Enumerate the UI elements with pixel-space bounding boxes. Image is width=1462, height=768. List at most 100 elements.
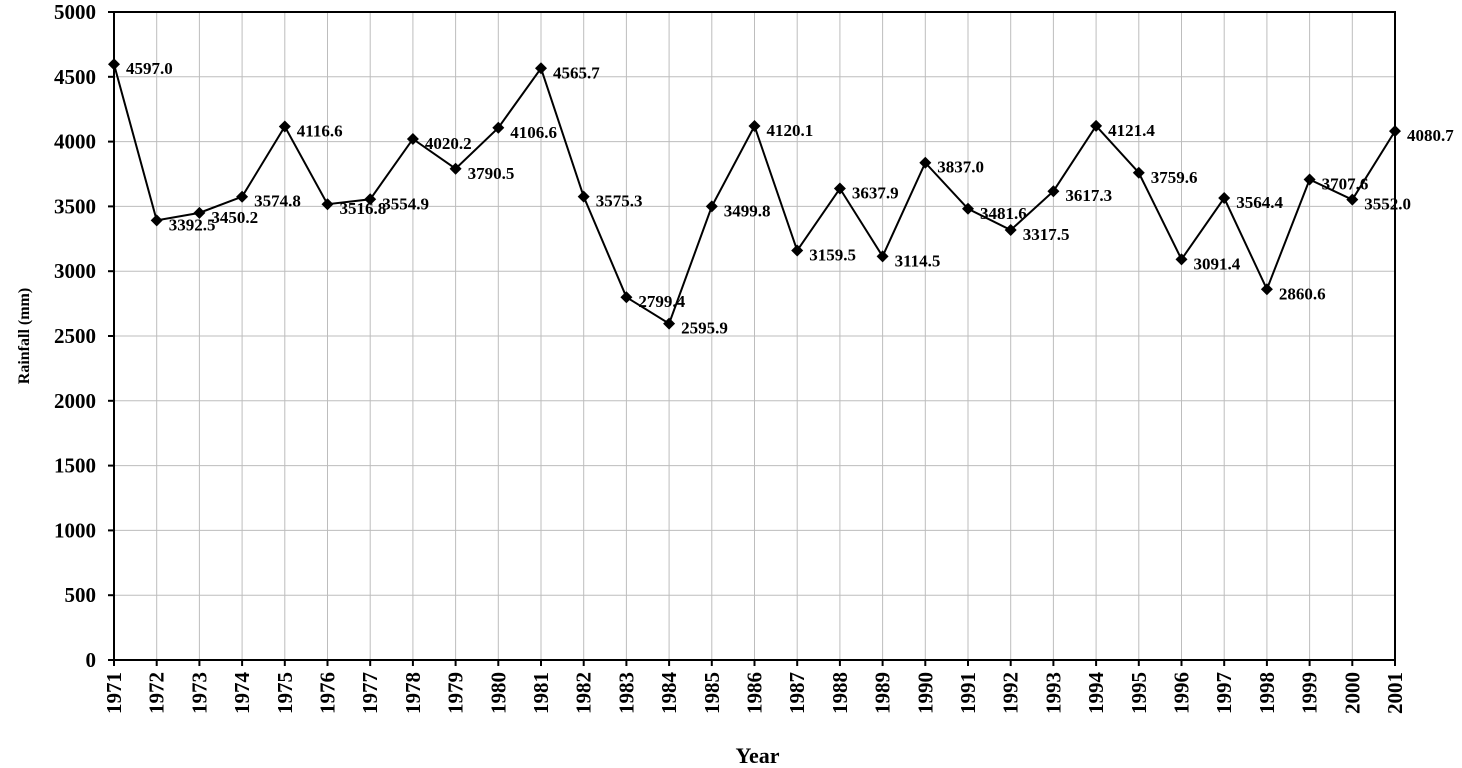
data-label: 4121.4	[1108, 121, 1155, 140]
data-label: 4120.1	[767, 121, 814, 140]
x-tick-label: 1989	[871, 672, 895, 714]
x-tick-label: 1991	[956, 672, 980, 714]
y-axis-ticks: 0 500 1000 1500 2000 2500 3000 3500 4000 4500 5000	[54, 0, 114, 672]
data-point-marker	[492, 121, 505, 134]
y-tick-label: 4000	[54, 130, 96, 154]
data-point-marker	[876, 250, 889, 263]
data-label: 3114.5	[895, 251, 941, 270]
data-point-marker	[1090, 119, 1103, 132]
x-tick-label: 1982	[572, 672, 596, 714]
x-axis-ticks: 1971 1972 1973 1974 1975 1976 1977 1978 1979 1980…	[102, 660, 1407, 714]
data-label: 3617.3	[1065, 186, 1112, 205]
data-label: 3159.5	[809, 246, 856, 265]
data-label: 3317.5	[1023, 225, 1070, 244]
data-label: 3574.8	[254, 192, 301, 211]
x-tick-label: 1998	[1255, 672, 1279, 714]
data-point-marker	[108, 58, 120, 71]
data-point-marker	[1132, 166, 1145, 179]
data-point-markers	[108, 58, 1401, 330]
x-tick-label: 1995	[1127, 672, 1151, 714]
data-label: 3450.2	[211, 208, 258, 227]
data-label: 3759.6	[1151, 168, 1198, 187]
data-point-marker	[1260, 283, 1273, 296]
data-point-marker	[833, 182, 846, 195]
y-tick-label: 3500	[54, 194, 96, 218]
data-point-marker	[791, 244, 804, 257]
x-tick-label: 1972	[145, 672, 169, 714]
data-point-marker	[919, 156, 932, 169]
data-point-marker	[620, 291, 633, 304]
data-point-marker	[748, 120, 761, 133]
data-label: 3091.4	[1194, 254, 1241, 273]
data-point-marker	[663, 317, 676, 330]
x-tick-label: 1976	[316, 672, 340, 714]
data-point-marker	[278, 120, 291, 133]
data-point-marker	[1047, 185, 1060, 198]
data-point-marker	[321, 198, 334, 211]
data-label: 2595.9	[681, 319, 728, 338]
x-tick-label: 1985	[700, 672, 724, 714]
data-label: 4106.6	[510, 123, 557, 142]
x-tick-label: 1980	[486, 672, 510, 714]
data-label: 3554.9	[382, 194, 429, 213]
x-tick-label: 1975	[273, 672, 297, 714]
x-tick-label: 1974	[230, 672, 254, 715]
data-label: 4565.7	[553, 63, 600, 82]
x-tick-label: 1986	[743, 672, 767, 714]
data-label: 4080.7	[1407, 126, 1454, 145]
data-label: 3707.6	[1322, 174, 1369, 193]
x-axis-title: Year	[736, 743, 780, 768]
y-tick-label: 2500	[54, 324, 96, 348]
data-point-marker	[449, 162, 462, 175]
data-point-marker	[1218, 192, 1231, 205]
x-tick-label: 1997	[1212, 672, 1236, 714]
x-tick-label: 1999	[1298, 672, 1322, 714]
y-tick-label: 2000	[54, 389, 96, 413]
data-point-marker	[236, 190, 249, 203]
x-tick-label: 1973	[187, 672, 211, 714]
data-label: 3499.8	[724, 201, 771, 220]
data-label: 3516.8	[340, 199, 387, 218]
data-point-marker	[1303, 173, 1316, 186]
x-tick-label: 1990	[913, 672, 937, 714]
data-point-marker	[577, 190, 590, 203]
data-point-marker	[962, 202, 974, 215]
data-label: 3637.9	[852, 184, 899, 203]
x-tick-label: 2001	[1383, 672, 1407, 714]
data-point-marker	[705, 200, 718, 213]
x-tick-label: 1988	[828, 672, 852, 714]
x-tick-label: 1978	[401, 672, 425, 714]
data-label: 3575.3	[596, 192, 643, 211]
data-label: 4116.6	[297, 121, 343, 140]
x-tick-label: 1984	[657, 672, 681, 715]
x-tick-label: 1994	[1084, 672, 1108, 715]
data-label: 4020.2	[425, 134, 472, 153]
x-tick-label: 1981	[529, 672, 553, 714]
y-tick-label: 1000	[54, 518, 96, 542]
x-tick-label: 1977	[358, 672, 382, 714]
gridlines	[113, 11, 1396, 661]
y-axis-title: Rainfall (mm)	[16, 288, 33, 384]
data-point-marker	[1175, 253, 1188, 266]
data-point-marker	[1346, 193, 1359, 206]
data-label: 3392.5	[169, 215, 216, 234]
x-tick-label: 1983	[614, 672, 638, 714]
data-label: 4597.0	[126, 59, 173, 78]
data-label: 3564.4	[1236, 193, 1283, 212]
data-label: 2860.6	[1279, 284, 1326, 303]
data-label: 3790.5	[468, 164, 515, 183]
y-tick-label: 500	[65, 583, 97, 607]
y-tick-label: 5000	[54, 0, 96, 24]
data-label: 3552.0	[1364, 195, 1411, 214]
y-tick-label: 4500	[54, 65, 96, 89]
x-tick-label: 1987	[785, 672, 809, 714]
data-point-marker	[1004, 224, 1017, 237]
data-point-marker	[150, 214, 163, 227]
x-tick-label: 1992	[999, 672, 1023, 714]
y-tick-label: 1500	[54, 454, 96, 478]
data-point-marker	[535, 62, 547, 75]
data-point-marker	[364, 193, 377, 206]
x-tick-label: 1993	[1041, 672, 1065, 714]
